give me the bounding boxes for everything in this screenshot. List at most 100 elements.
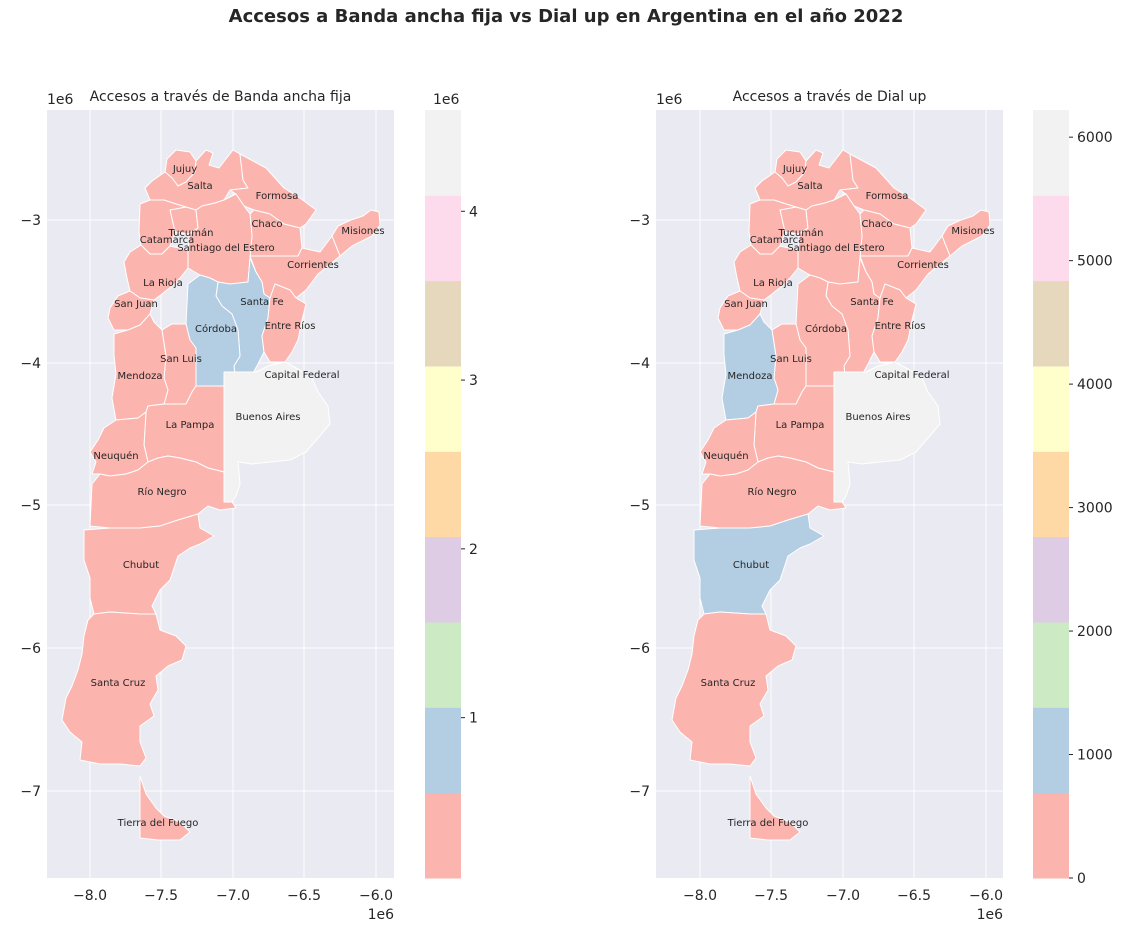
province-label-tierra-del-fuego: Tierra del Fuego	[727, 818, 809, 829]
province-label-mendoza: Mendoza	[118, 371, 163, 382]
province-label-santa-cruz: Santa Cruz	[701, 678, 756, 689]
colorbar-tick-label: 1	[469, 711, 478, 727]
province-label-tucuman: Tucumán	[778, 227, 824, 239]
province-label-jujuy: Jujuy	[172, 164, 197, 175]
province-label-formosa: Formosa	[866, 191, 909, 202]
colorbar: 1 2 3 4 1e6	[425, 92, 478, 879]
y-tick-label: −6	[20, 641, 41, 657]
province-label-santiago-del-estero: Santiago del Estero	[787, 243, 884, 254]
province-misiones	[331, 209, 381, 257]
y-tick-label: −4	[629, 356, 650, 372]
colorbar-offset-label: 1e6	[433, 92, 460, 108]
colorbar-segment	[425, 280, 461, 367]
province-label-salta: Salta	[187, 181, 212, 192]
y-tick-label: −5	[629, 498, 650, 514]
province-label-santa-cruz: Santa Cruz	[91, 678, 146, 689]
colorbar-segment	[425, 707, 461, 794]
province-label-chaco: Chaco	[251, 219, 282, 230]
province-label-entre-rios: Entre Ríos	[265, 320, 316, 332]
province-label-salta: Salta	[797, 181, 822, 192]
colorbar-segment	[1033, 280, 1069, 367]
y-tick-label: −3	[629, 213, 650, 229]
colorbar-segment	[1033, 110, 1069, 196]
x-offset-label: 1e6	[977, 907, 1004, 923]
province-label-entre-rios: Entre Ríos	[875, 320, 926, 332]
province-label-la-rioja: La Rioja	[143, 278, 183, 289]
province-label-la-rioja: La Rioja	[753, 278, 793, 289]
province-label-la-pampa: La Pampa	[166, 420, 215, 431]
province-mendoza	[721, 313, 779, 421]
provinces: Jujuy Salta Formosa Chaco Tucumán Misiones Cat…	[61, 149, 385, 841]
colorbar-tick-label: 6000	[1077, 130, 1113, 146]
province-label-jujuy: Jujuy	[782, 164, 807, 175]
province-label-san-luis: San Luis	[770, 354, 812, 365]
x-tick-label: −8.0	[683, 888, 717, 904]
province-label-cordoba: Córdoba	[805, 323, 847, 335]
province-label-buenos-aires: Buenos Aires	[235, 412, 300, 423]
province-label-neuquen: Neuquén	[703, 450, 748, 462]
colorbar-segment	[1033, 195, 1069, 282]
province-label-capital-federal: Capital Federal	[874, 370, 949, 381]
province-entre-rios	[871, 283, 917, 363]
province-label-mendoza: Mendoza	[728, 371, 773, 382]
y-tick-label: −3	[20, 213, 41, 229]
colorbar-segment	[425, 195, 461, 282]
colorbar-segment	[425, 536, 461, 623]
province-label-formosa: Formosa	[256, 191, 299, 202]
colorbar: 0 1000 2000 3000 4000 5000 6000	[1033, 110, 1113, 887]
colorbar-segment	[425, 451, 461, 538]
province-label-tucuman: Tucumán	[168, 227, 214, 239]
map-panel-1: Jujuy Salta Formosa Chaco Tucumán Misiones Cat…	[20, 89, 478, 923]
colorbar-segment	[1033, 792, 1069, 879]
province-label-neuquen: Neuquén	[93, 450, 138, 462]
province-tierra-del-fuego	[749, 775, 801, 841]
colorbar-segment	[425, 110, 461, 196]
colorbar-tick-label: 5000	[1077, 254, 1113, 270]
panel-title: Accesos a través de Dial up	[733, 89, 927, 105]
province-label-santa-fe: Santa Fe	[850, 297, 893, 308]
province-label-catamarca: Catamarca	[140, 235, 195, 246]
colorbar-tick-label: 3	[469, 373, 478, 389]
figure-title: Accesos a Banda ancha fija vs Dial up en…	[228, 6, 904, 27]
x-tick-label: −8.0	[73, 888, 107, 904]
x-tick-label: −6.0	[359, 888, 393, 904]
colorbar-tick-label: 3000	[1077, 501, 1113, 517]
y-tick-label: −7	[629, 784, 650, 800]
colorbar-tick-label: 4000	[1077, 377, 1113, 393]
colorbar-segment	[425, 622, 461, 708]
x-tick-label: −6.5	[897, 888, 931, 904]
province-label-san-luis: San Luis	[160, 354, 202, 365]
province-label-misiones: Misiones	[951, 226, 994, 237]
province-label-san-juan: San Juan	[114, 299, 158, 310]
province-label-santa-fe: Santa Fe	[240, 297, 283, 308]
x-tick-label: −6.0	[969, 888, 1003, 904]
province-tierra-del-fuego	[139, 775, 191, 841]
y-offset-label: 1e6	[656, 92, 683, 108]
y-tick-label: −6	[629, 641, 650, 657]
colorbar-tick-label: 0	[1077, 871, 1086, 887]
colorbar-segment	[425, 366, 461, 452]
colorbar-tick-label: 2000	[1077, 624, 1113, 640]
x-tick-label: −6.5	[287, 888, 321, 904]
province-mendoza	[111, 313, 169, 421]
province-label-rio-negro: Río Negro	[747, 486, 796, 498]
province-label-cordoba: Córdoba	[195, 323, 237, 335]
x-tick-label: −7.5	[144, 888, 178, 904]
y-tick-label: −4	[20, 356, 41, 372]
y-offset-label: 1e6	[47, 92, 74, 108]
x-offset-label: 1e6	[368, 907, 395, 923]
province-label-capital-federal: Capital Federal	[264, 370, 339, 381]
province-label-la-pampa: La Pampa	[776, 420, 825, 431]
y-tick-label: −5	[20, 498, 41, 514]
province-label-rio-negro: Río Negro	[137, 486, 186, 498]
colorbar-tick-label: 2	[469, 542, 478, 558]
province-santa-cruz	[61, 611, 187, 767]
province-chubut	[693, 513, 825, 615]
provinces: Jujuy Salta Formosa Chaco Tucumán Misiones Cat…	[671, 149, 995, 841]
province-label-chubut: Chubut	[123, 560, 159, 571]
x-tick-label: −7.0	[826, 888, 860, 904]
province-label-catamarca: Catamarca	[750, 235, 805, 246]
x-tick-label: −7.5	[754, 888, 788, 904]
province-label-corrientes: Corrientes	[287, 260, 339, 271]
